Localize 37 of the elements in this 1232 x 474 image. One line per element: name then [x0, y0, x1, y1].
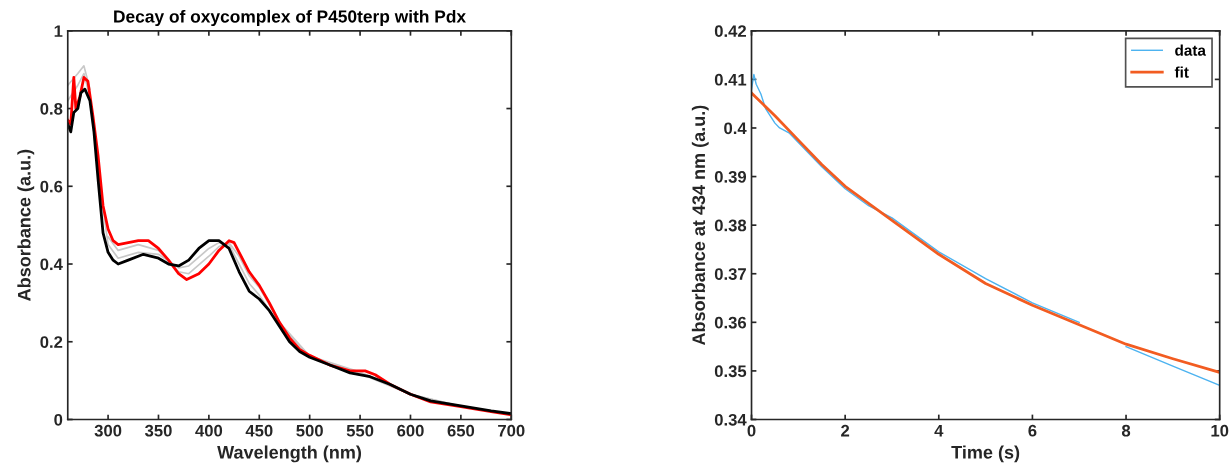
x-tick-label: 500 [296, 424, 323, 437]
x-tick-label: 0 [747, 424, 756, 437]
y-tick-label: 0.41 [714, 73, 747, 86]
x-tick-label: 600 [397, 424, 424, 437]
y-tick-label: 0.37 [714, 268, 746, 280]
legend-label: fit [1174, 66, 1189, 78]
x-tick-label: 8 [1121, 424, 1131, 437]
y-tick-label: 0.35 [714, 365, 747, 378]
x-axis-title: Time (s) [951, 445, 1020, 463]
x-tick-label: 4 [934, 424, 944, 437]
y-axis-title: Absorbance (a.u.) [17, 149, 35, 301]
x-tick-label: 2 [841, 424, 850, 437]
y-axis-title: Absorbance at 434 nm (a.u.) [691, 105, 709, 346]
x-tick-label: 6 [1028, 424, 1037, 437]
legend-label: data [1175, 44, 1207, 56]
x-tick-label: 350 [144, 424, 172, 437]
x-tick-label: 10 [1211, 424, 1229, 437]
x-tick-label: 400 [195, 424, 223, 437]
x-tick-label: 550 [346, 424, 374, 437]
x-axis-title: Wavelength (nm) [217, 445, 362, 463]
y-tick-label: 0.39 [714, 170, 747, 183]
y-tick-label: 0.4 [40, 258, 63, 271]
x-tick-label: 450 [245, 424, 273, 437]
chart-title: Decay of oxycomplex of P450terp with Pdx [114, 9, 466, 27]
y-tick-label: 0.38 [714, 219, 747, 232]
y-tick-label: 0.6 [40, 180, 63, 193]
y-tick-label: 0.36 [714, 316, 747, 329]
x-tick-label: 300 [94, 424, 122, 437]
y-tick-label: 0 [54, 413, 63, 426]
y-tick-label: 1 [54, 25, 63, 37]
x-tick-label: 650 [447, 424, 475, 437]
y-tick-label: 0.8 [40, 102, 63, 115]
y-tick-label: 0.34 [714, 413, 747, 426]
y-tick-label: 0.4 [724, 122, 747, 135]
y-tick-label: 0.42 [714, 25, 746, 38]
x-tick-label: 700 [498, 424, 525, 437]
y-tick-label: 0.2 [40, 336, 63, 348]
